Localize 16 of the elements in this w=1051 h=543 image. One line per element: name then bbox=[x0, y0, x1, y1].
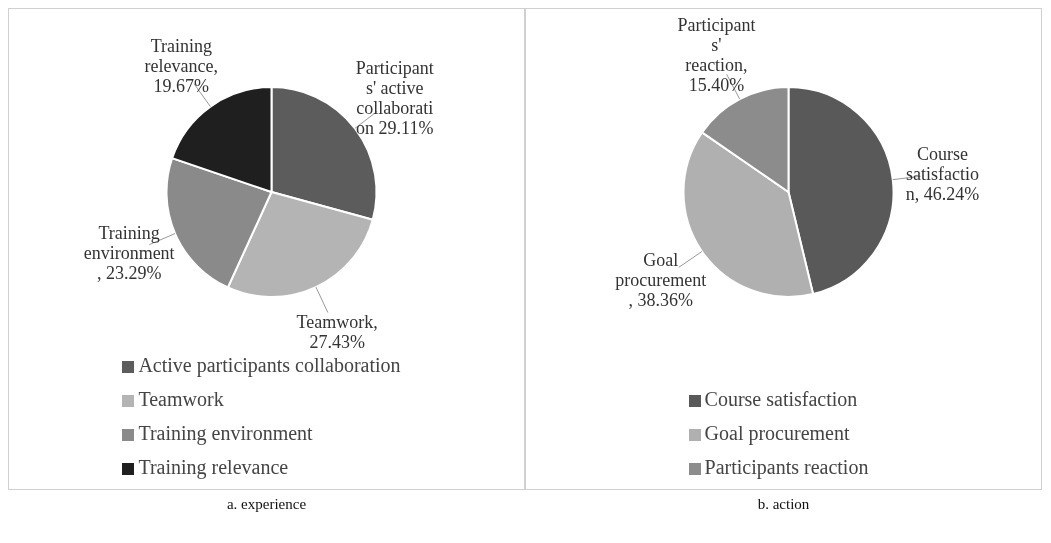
legend-label: Training environment bbox=[138, 422, 313, 444]
data-label: Teamwork, 27.43% bbox=[296, 312, 378, 353]
text: b. action bbox=[757, 496, 810, 513]
data-label: Participants' reaction, 15.40% bbox=[677, 14, 756, 95]
legend-label: Course satisfaction bbox=[704, 388, 858, 410]
legend-label: Participants reaction bbox=[704, 456, 869, 478]
legend-label: Teamwork bbox=[138, 388, 224, 410]
text: a. experience bbox=[226, 496, 307, 513]
legend-label: Active participants collaboration bbox=[138, 354, 401, 376]
data-label: Course satisfaction, 46.24% bbox=[905, 143, 980, 204]
legend-label: Goal procurement bbox=[704, 422, 850, 444]
data-label: Goal procurement, 38.36% bbox=[615, 249, 707, 310]
data-label: Training environment, 23.29% bbox=[83, 223, 175, 284]
legend-label: Training relevance bbox=[138, 456, 289, 478]
data-label: Participants' active collaboration 29.11% bbox=[355, 57, 434, 138]
data-label: Training relevance, 19.67% bbox=[144, 35, 219, 96]
